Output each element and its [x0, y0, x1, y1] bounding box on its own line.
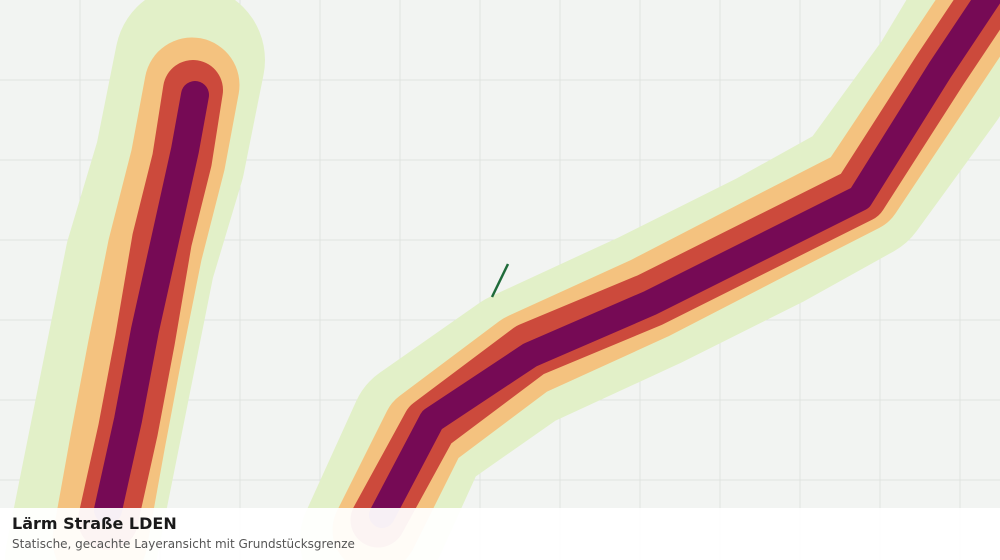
layer-title: Lärm Straße LDEN — [12, 514, 177, 533]
layer-subtitle: Statische, gecachte Layeransicht mit Gru… — [12, 537, 355, 551]
noise-right-road — [300, 0, 1000, 560]
noise-left-road — [5, 0, 265, 560]
legend-panel: Lärm Straße LDEN Statische, gecachte Lay… — [0, 508, 1000, 560]
parcel-boundary — [490, 263, 510, 298]
